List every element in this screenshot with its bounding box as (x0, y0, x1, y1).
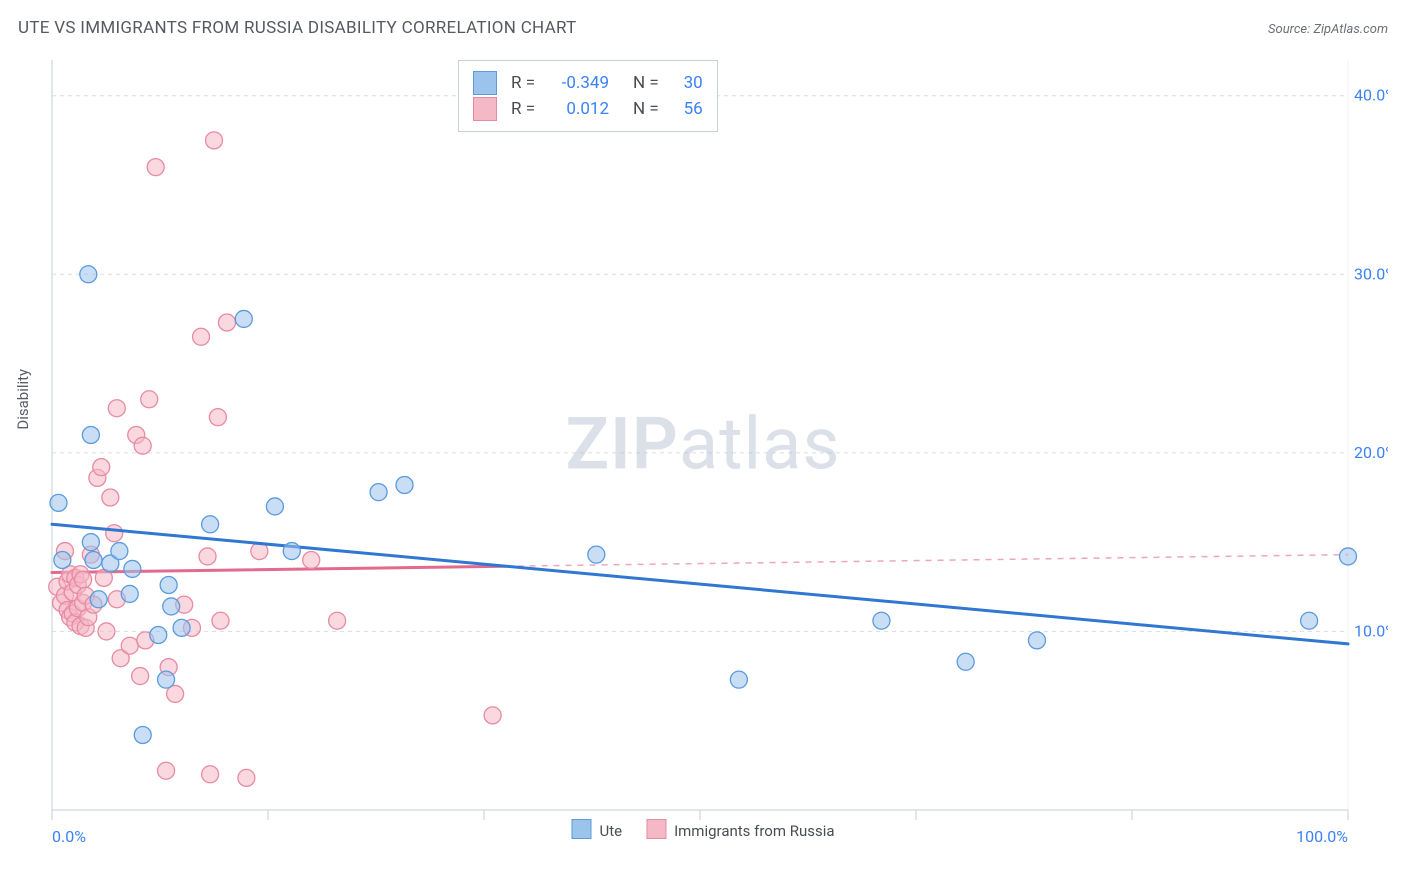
svg-text:20.0%: 20.0% (1354, 443, 1388, 462)
n-label: N = (633, 73, 659, 93)
svg-text:10.0%: 10.0% (1354, 621, 1388, 640)
n-label: N = (633, 99, 659, 119)
legend-item-russia[interactable]: Immigrants from Russia (646, 819, 834, 840)
n-value-ute: 30 (673, 73, 703, 93)
series-legend: Ute Immigrants from Russia (571, 819, 834, 840)
svg-text:30.0%: 30.0% (1354, 264, 1388, 283)
r-label: R = (511, 99, 535, 119)
legend-row-russia: R = 0.012 N = 56 (473, 97, 703, 121)
n-value-russia: 56 (673, 99, 703, 119)
source-attribution: Source: ZipAtlas.com (1268, 22, 1388, 37)
scatter-plot: 10.0% 20.0% 30.0% 40.0% 0.0% 100.0% (18, 50, 1388, 870)
svg-text:100.0%: 100.0% (1296, 827, 1348, 846)
r-value-russia: 0.012 (549, 99, 609, 119)
svg-text:0.0%: 0.0% (52, 827, 86, 846)
swatch-ute (473, 71, 497, 95)
swatch-russia (473, 97, 497, 121)
legend-label-ute: Ute (599, 822, 622, 840)
swatch-russia (646, 819, 666, 839)
chart-container: Disability ZIPatlas 10.0%20.0%30.0%40.0%… (18, 50, 1388, 870)
svg-text:40.0%: 40.0% (1354, 86, 1388, 105)
legend-row-ute: R = -0.349 N = 30 (473, 71, 703, 95)
legend-item-ute[interactable]: Ute (571, 819, 622, 840)
r-value-ute: -0.349 (549, 73, 609, 93)
r-label: R = (511, 73, 535, 93)
y-axis-label: Disability (14, 369, 32, 430)
chart-title: UTE VS IMMIGRANTS FROM RUSSIA DISABILITY… (18, 18, 577, 38)
legend-label-russia: Immigrants from Russia (674, 822, 834, 840)
source-link[interactable]: ZipAtlas.com (1313, 22, 1388, 37)
source-label: Source: (1268, 22, 1313, 37)
correlation-legend-box: R = -0.349 N = 30 R = 0.012 N = 56 (458, 60, 718, 132)
swatch-ute (571, 819, 591, 839)
